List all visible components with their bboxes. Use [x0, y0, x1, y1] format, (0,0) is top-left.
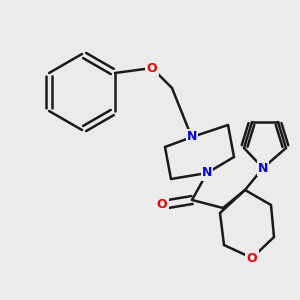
Text: N: N: [202, 167, 212, 179]
Text: O: O: [157, 199, 167, 212]
Text: O: O: [147, 61, 157, 74]
Text: N: N: [187, 130, 197, 143]
Text: N: N: [258, 161, 268, 175]
Text: N: N: [187, 131, 197, 145]
Text: O: O: [247, 251, 257, 265]
